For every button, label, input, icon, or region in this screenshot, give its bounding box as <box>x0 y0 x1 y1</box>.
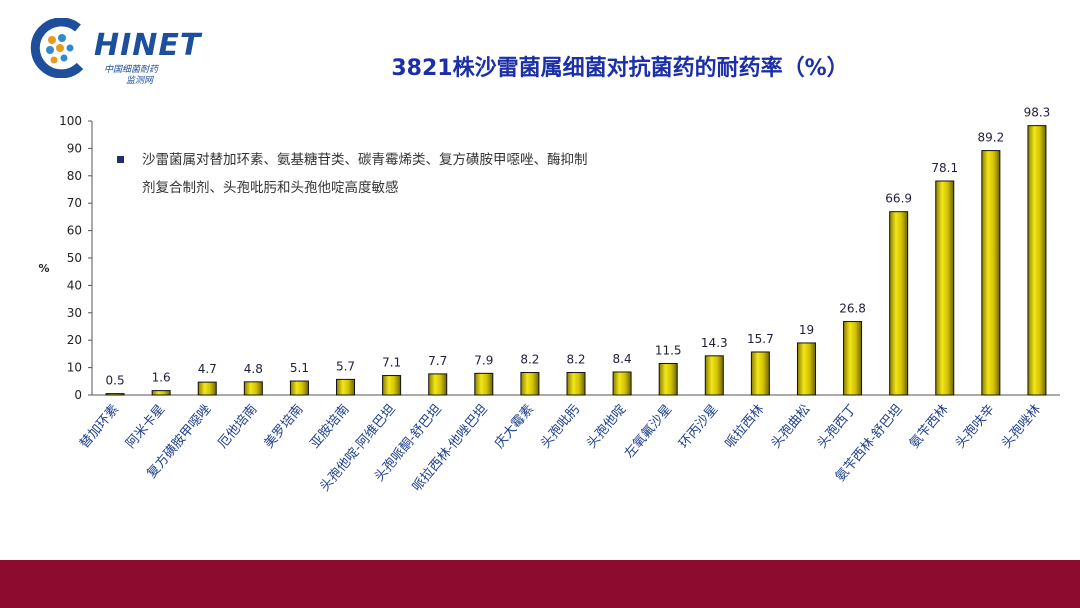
x-tick-label: 头孢曲松 <box>769 402 814 451</box>
annotation-bullet <box>117 156 124 163</box>
logo-subtitle-line2: 监测网 <box>126 76 154 86</box>
x-tick-label: 哌拉西林 <box>722 401 768 451</box>
x-tick-label: 替加环素 <box>77 402 122 451</box>
data-label: 4.7 <box>198 362 217 376</box>
data-label: 66.9 <box>885 192 912 206</box>
bar <box>935 180 955 396</box>
x-tick-label: 美罗培南 <box>261 401 307 451</box>
data-label: 8.2 <box>520 353 539 367</box>
data-label: 7.1 <box>382 356 401 370</box>
x-tick-label: 庆大霉素 <box>492 402 537 451</box>
x-tick-label: 环丙沙星 <box>676 402 721 451</box>
bar <box>843 321 863 396</box>
y-tick-label: 0 <box>74 388 82 402</box>
bar <box>750 351 770 396</box>
x-tick-label: 头孢呋辛 <box>953 402 998 451</box>
x-tick-label: 亚胺培南 <box>307 401 353 451</box>
y-tick-label: 50 <box>67 251 82 265</box>
data-label: 4.8 <box>244 362 263 376</box>
logo-icon <box>30 18 84 78</box>
bar <box>520 372 540 396</box>
data-label: 0.5 <box>106 374 125 388</box>
data-label: 11.5 <box>655 343 682 357</box>
data-label: 19 <box>799 323 814 337</box>
bar <box>566 372 586 396</box>
y-tick-label: 20 <box>67 333 82 347</box>
data-label: 89.2 <box>977 131 1004 145</box>
bar-chart: 0 10 20 30 40 50 60 70 80 90 100% 0.5 1.6 4.7 4.8 5.1 5… <box>38 106 1060 495</box>
x-tick-label: 头孢他啶 <box>584 402 629 451</box>
bar <box>289 380 309 396</box>
logo-subtitle-line1: 中国细菌耐药 <box>104 65 159 75</box>
data-label: 78.1 <box>931 161 958 175</box>
bar <box>243 381 263 396</box>
bar <box>336 378 356 396</box>
y-tick-label: 100 <box>59 114 82 128</box>
x-tick-label: 氨苄西林 <box>907 402 952 451</box>
data-label: 5.1 <box>290 361 309 375</box>
bar <box>612 371 632 396</box>
annotation-line2: 剂复合制剂、头孢吡肟和头孢他啶高度敏感 <box>142 179 399 196</box>
y-tick-label: 30 <box>67 306 82 320</box>
bar <box>474 372 494 396</box>
bar <box>105 393 125 396</box>
bar <box>428 373 448 396</box>
x-tick-label: 头孢西丁 <box>815 402 860 451</box>
bar <box>704 355 724 396</box>
data-label: 14.3 <box>701 336 728 350</box>
y-axis-label: % <box>38 262 49 275</box>
data-label: 1.6 <box>152 371 171 385</box>
bar <box>658 362 678 396</box>
chart-title: 3821株沙雷菌属细菌对抗菌药的耐药率（%） <box>391 56 849 81</box>
x-tick-label: 头孢唑林 <box>998 401 1044 451</box>
x-tick-label: 阿米卡星 <box>123 402 168 451</box>
x-tick-label: 左氧氟沙星 <box>622 402 675 461</box>
x-tick-label: 厄他培南 <box>215 401 261 451</box>
y-tick-label: 80 <box>67 169 82 183</box>
y-tick-label: 60 <box>67 224 82 238</box>
y-tick-label: 90 <box>67 141 82 155</box>
footer-band <box>0 560 1080 608</box>
data-label: 7.7 <box>428 354 447 368</box>
bar <box>1027 125 1047 396</box>
data-label: 8.2 <box>566 353 585 367</box>
bar <box>151 390 171 396</box>
x-tick-label: 头孢吡肟 <box>538 402 583 451</box>
y-tick-label: 10 <box>67 361 82 375</box>
bar <box>889 211 909 396</box>
data-label: 7.9 <box>474 353 493 367</box>
data-label: 98.3 <box>1024 106 1051 120</box>
annotation-line1: 沙雷菌属对替加环素、氨基糖苷类、碳青霉烯类、复方磺胺甲噁唑、酶抑制 <box>142 151 588 168</box>
bar <box>981 150 1001 396</box>
data-label: 8.4 <box>613 352 632 366</box>
bar <box>796 342 816 396</box>
bar <box>197 381 217 396</box>
logo-brand: HINET <box>94 28 202 63</box>
chinet-logo: HINET 中国细菌耐药 监测网 <box>30 14 200 86</box>
y-tick-label: 40 <box>67 278 82 292</box>
bar <box>382 375 402 396</box>
data-label: 5.7 <box>336 359 355 373</box>
data-label: 26.8 <box>839 302 866 316</box>
data-label: 15.7 <box>747 332 774 346</box>
y-tick-label: 70 <box>67 196 82 210</box>
